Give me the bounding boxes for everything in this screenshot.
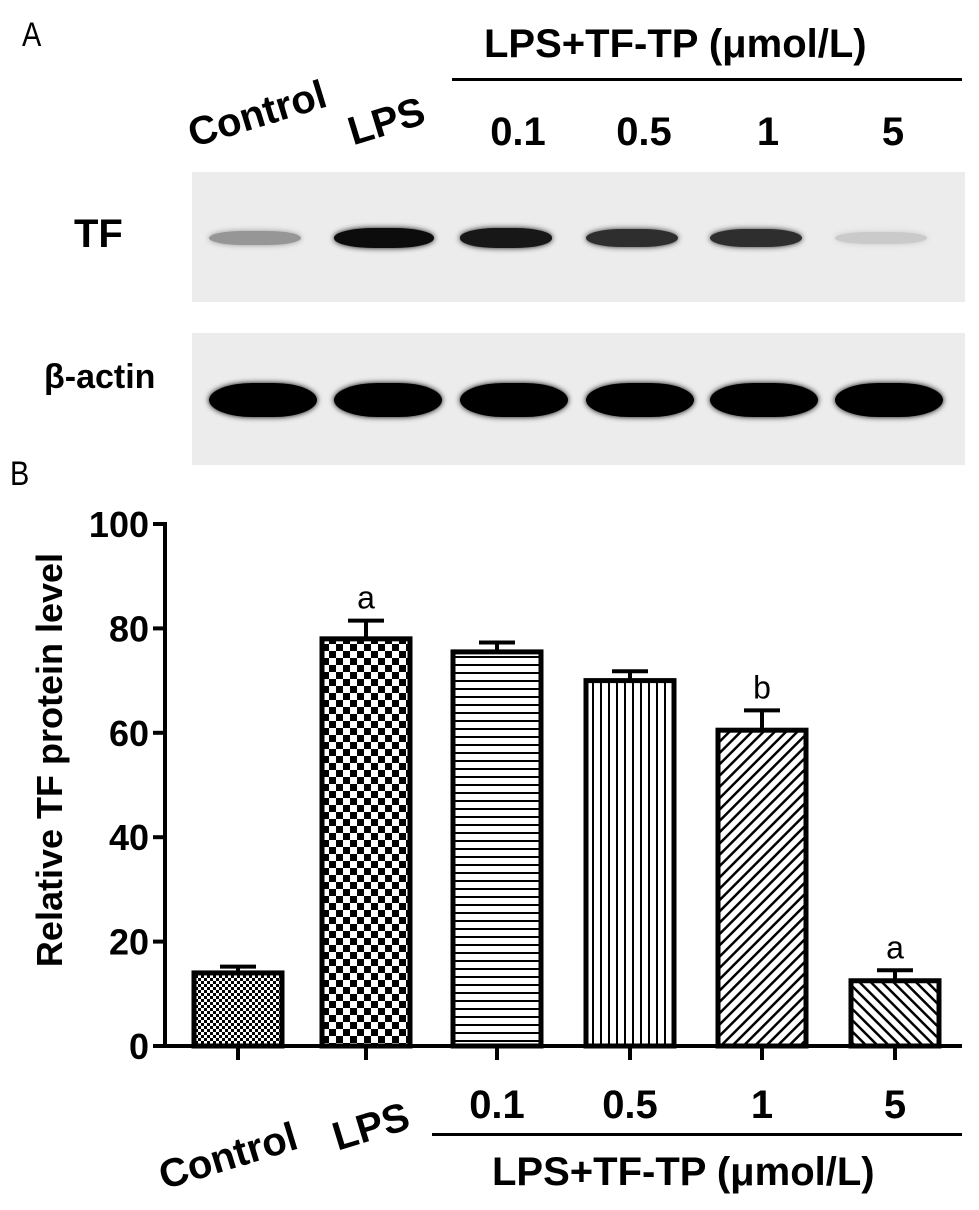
x-tick-label: LPS (327, 1095, 414, 1160)
bar-5 (848, 978, 942, 1049)
panel-a-group-label: LPS+TF-TP (μmol/L) (484, 22, 867, 66)
y-tick-label: 60 (109, 713, 149, 754)
bar-0.1 (450, 649, 544, 1049)
y-tick-label: 100 (89, 504, 149, 545)
panel-a-lane-0-5: 0.5 (616, 110, 672, 154)
y-tick-label: 20 (109, 922, 149, 963)
x-tick-label: Control (154, 1115, 303, 1199)
panel-a-lane-0-1: 0.1 (490, 110, 546, 154)
blot-label-tf: TF (74, 212, 123, 256)
bar-LPS (319, 636, 413, 1049)
y-tick-label: 0 (129, 1026, 149, 1067)
panel-a-letter: A (22, 16, 42, 54)
panel-a-lane-5: 5 (881, 110, 905, 154)
panel-a-lane-1: 1 (756, 110, 780, 154)
blot-label-beta-actin: β-actin (44, 358, 156, 396)
tf-band-4 (710, 228, 802, 248)
panel-a-group-line (452, 78, 962, 81)
tf-band-3 (586, 228, 678, 248)
bar-1 (715, 727, 809, 1049)
beta-actin-blot (192, 333, 965, 465)
bar-Control (191, 970, 285, 1049)
tf-band-2 (460, 228, 552, 248)
beta-actin-band-5 (835, 383, 943, 417)
panel-b-group-label: LPS+TF-TP (μmol/L) (492, 1150, 875, 1194)
beta-actin-band-1 (334, 383, 442, 417)
tf-blot (192, 172, 965, 302)
y-tick-label: 80 (109, 608, 149, 649)
bar-0.5 (583, 678, 677, 1049)
beta-actin-band-0 (209, 383, 317, 417)
tf-band-5 (835, 231, 927, 245)
x-tick-label: 1 (751, 1083, 773, 1127)
tf-band-0 (209, 230, 301, 246)
x-tick-label: 0.5 (602, 1083, 658, 1127)
x-tick-label: 0.1 (469, 1083, 525, 1127)
y-axis-label: Relative TF protein level (29, 552, 70, 968)
beta-actin-band-4 (710, 383, 818, 417)
significance-label: a (886, 929, 904, 965)
beta-actin-band-3 (586, 383, 694, 417)
y-tick-label: 40 (109, 817, 149, 858)
panel-b-letter: B (10, 455, 30, 493)
beta-actin-band-2 (460, 383, 568, 417)
significance-label: a (357, 580, 375, 616)
panel-b-group-line (432, 1133, 962, 1136)
tf-band-1 (334, 228, 434, 248)
significance-label: b (753, 669, 771, 705)
x-tick-label: 5 (884, 1083, 906, 1127)
